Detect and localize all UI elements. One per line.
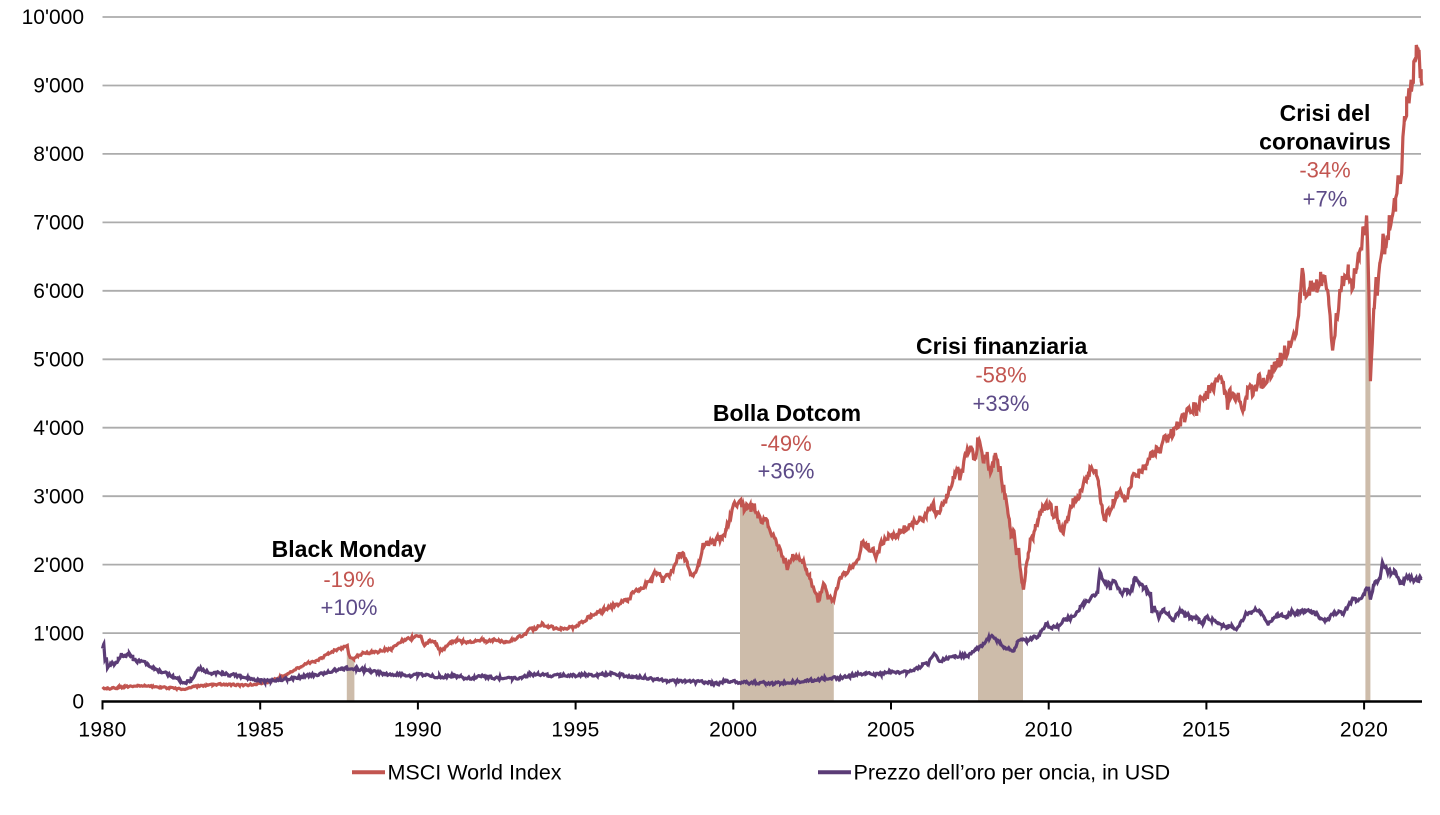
svg-text:Black Monday: Black Monday (272, 536, 427, 562)
svg-text:2020: 2020 (1340, 719, 1388, 742)
svg-text:Prezzo dell’oro per oncia, in: Prezzo dell’oro per oncia, in USD (854, 761, 1171, 785)
svg-text:Crisi finanziaria: Crisi finanziaria (916, 333, 1087, 359)
svg-text:+7%: +7% (1303, 187, 1348, 212)
svg-text:Bolla Dotcom: Bolla Dotcom (713, 400, 861, 426)
svg-text:5'000: 5'000 (33, 349, 84, 372)
svg-text:2000: 2000 (709, 719, 757, 742)
svg-text:-49%: -49% (760, 431, 811, 456)
svg-text:10'000: 10'000 (22, 6, 84, 29)
svg-text:2005: 2005 (867, 719, 915, 742)
svg-text:2010: 2010 (1025, 719, 1073, 742)
svg-text:0: 0 (72, 691, 84, 714)
svg-text:1'000: 1'000 (33, 622, 84, 645)
svg-text:MSCI World Index: MSCI World Index (388, 761, 562, 785)
svg-text:-34%: -34% (1299, 158, 1350, 183)
svg-text:4'000: 4'000 (33, 417, 84, 440)
svg-text:2015: 2015 (1182, 719, 1230, 742)
svg-text:+33%: +33% (973, 391, 1030, 416)
svg-text:8'000: 8'000 (33, 143, 84, 166)
svg-text:coronavirus: coronavirus (1259, 129, 1391, 155)
svg-text:7'000: 7'000 (33, 212, 84, 235)
svg-text:1980: 1980 (78, 719, 126, 742)
svg-text:+10%: +10% (321, 595, 378, 620)
svg-text:9'000: 9'000 (33, 75, 84, 98)
svg-text:Crisi del: Crisi del (1280, 100, 1371, 126)
svg-text:1985: 1985 (236, 719, 284, 742)
svg-text:-58%: -58% (975, 363, 1026, 388)
svg-text:-19%: -19% (323, 567, 374, 592)
svg-text:6'000: 6'000 (33, 280, 84, 303)
svg-text:3'000: 3'000 (33, 485, 84, 508)
svg-text:1990: 1990 (394, 719, 442, 742)
svg-text:1995: 1995 (551, 719, 599, 742)
svg-text:2'000: 2'000 (33, 554, 84, 577)
svg-text:+36%: +36% (758, 459, 815, 484)
